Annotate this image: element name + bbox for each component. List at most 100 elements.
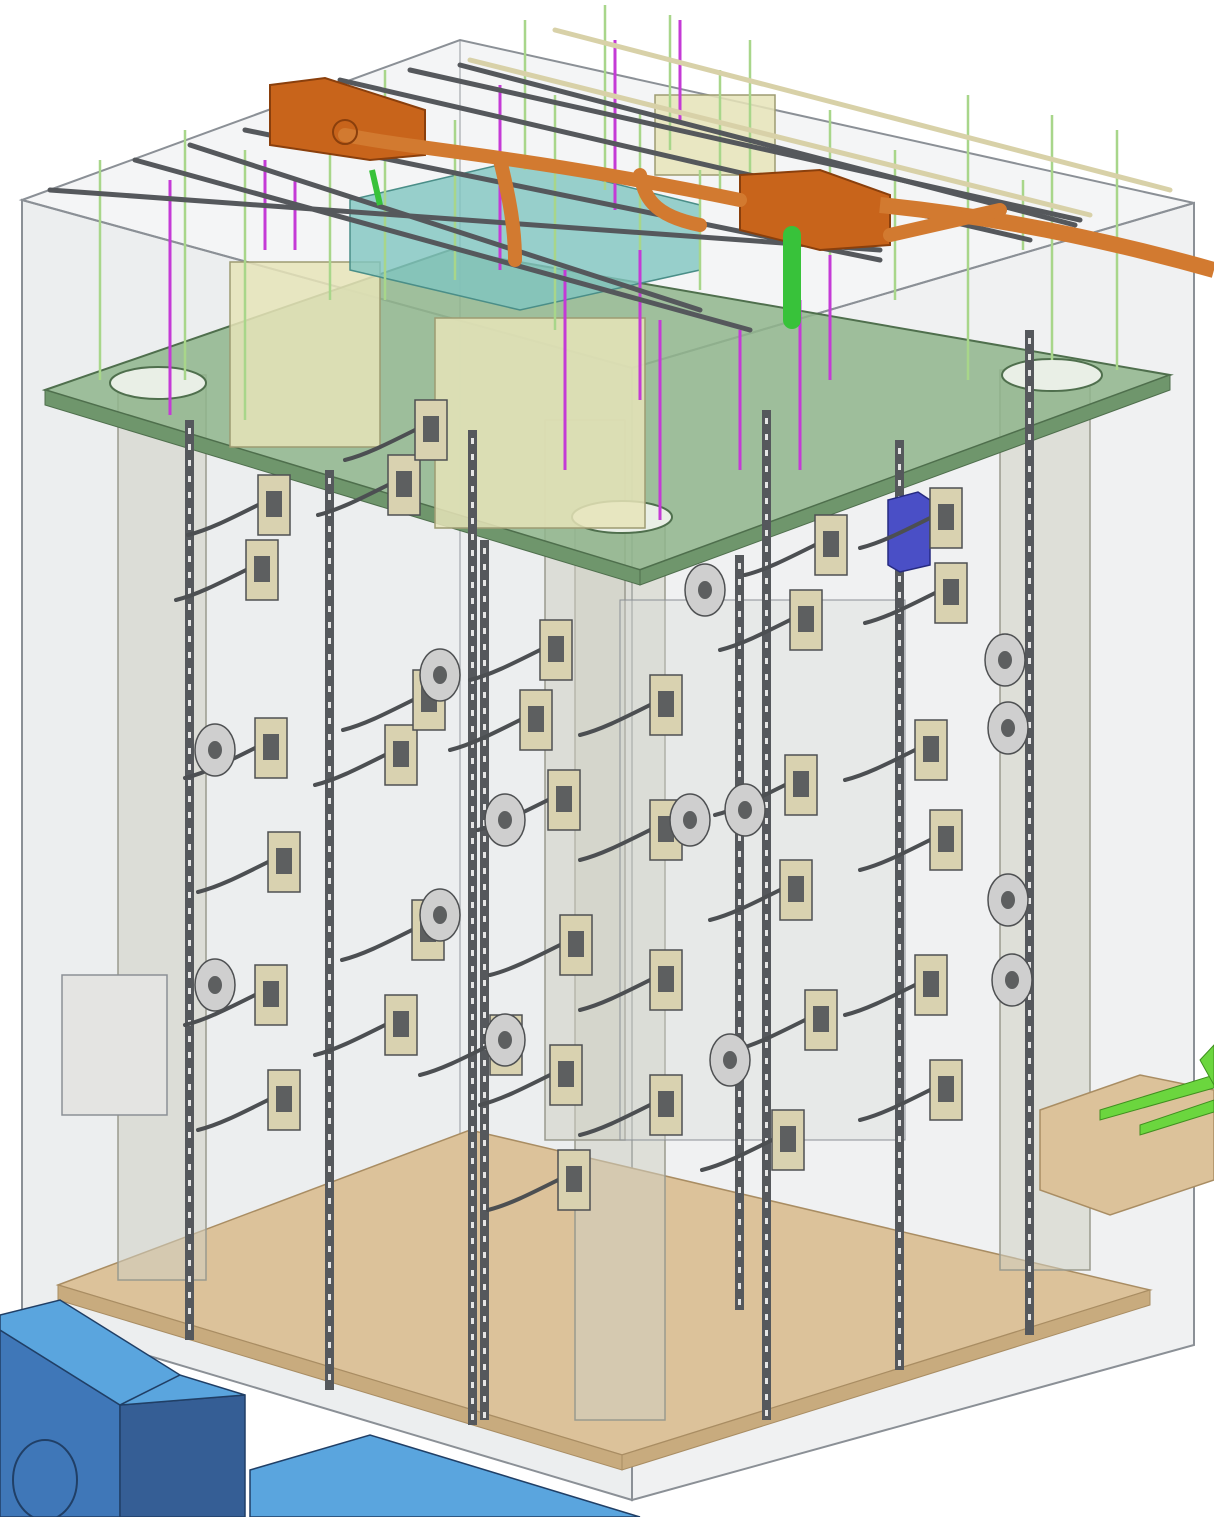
rail-hole xyxy=(1028,674,1031,680)
rail-hole xyxy=(328,750,331,756)
rail-hole xyxy=(1028,530,1031,536)
sensor-cable xyxy=(858,838,932,872)
rail-hole xyxy=(188,988,191,994)
roof-beams xyxy=(47,27,1173,333)
pallet-fork-2 xyxy=(1139,1099,1214,1136)
sensor-fan-5 xyxy=(987,701,1029,755)
sensor-core xyxy=(938,504,954,530)
rail-hole xyxy=(188,524,191,530)
vertical-rails xyxy=(185,330,1034,1425)
rail-hole xyxy=(738,611,741,617)
rail-hole xyxy=(898,1184,901,1190)
rail-hole xyxy=(328,590,331,596)
rail-hole xyxy=(765,930,768,936)
rail-hole xyxy=(483,788,486,794)
sensor-module-17 xyxy=(486,1149,591,1212)
rail-hole xyxy=(471,710,474,716)
sensor-module-23 xyxy=(578,1074,683,1137)
rail-hole xyxy=(1028,642,1031,648)
rail-hole xyxy=(328,990,331,996)
rail-hole xyxy=(1028,898,1031,904)
rail-hole xyxy=(898,736,901,742)
sensor-cable xyxy=(478,1073,552,1107)
blue-box-front xyxy=(887,491,931,573)
sensor-module-7 xyxy=(316,454,421,517)
duct-pipe-main xyxy=(338,128,747,207)
rail-hole xyxy=(1028,850,1031,856)
pallet-fork-1 xyxy=(1099,1074,1214,1121)
rail-hole xyxy=(471,1094,474,1100)
rail-hole xyxy=(765,1106,768,1112)
rail-hole xyxy=(471,1302,474,1308)
rail-hole xyxy=(1028,1090,1031,1096)
rail-hole xyxy=(471,1158,474,1164)
sensor-fan-12 xyxy=(419,648,461,702)
rail-hole xyxy=(765,962,768,968)
sensor-core xyxy=(266,491,282,517)
sensor-fan-7 xyxy=(991,953,1033,1007)
sensor-core xyxy=(658,1091,674,1117)
rail-hole xyxy=(188,652,191,658)
sensor-cable xyxy=(708,888,782,922)
rail-hole xyxy=(483,1060,486,1066)
rail-hole xyxy=(738,1091,741,1097)
rail-hole xyxy=(471,1366,474,1372)
rail-hole xyxy=(1028,818,1031,824)
fan-hub xyxy=(1001,719,1015,737)
rail-hole xyxy=(328,654,331,660)
rail-hole xyxy=(738,771,741,777)
rail-hole xyxy=(765,802,768,808)
rail-hole xyxy=(765,1010,768,1016)
sensor-cable xyxy=(843,748,917,782)
rail-hole xyxy=(765,626,768,632)
rail-hole xyxy=(765,1410,768,1416)
rail-hole xyxy=(765,1122,768,1128)
rail-hole xyxy=(1028,994,1031,1000)
sensor-core xyxy=(528,706,544,732)
rail-hole xyxy=(471,902,474,908)
rail-hole xyxy=(765,1378,768,1384)
rail-hole xyxy=(898,1088,901,1094)
rail-hole xyxy=(483,932,486,938)
pallet-truck xyxy=(1039,1044,1214,1216)
rail-bar xyxy=(895,440,904,1370)
fan-hub xyxy=(738,801,752,819)
blue-block-lower xyxy=(249,1434,641,1517)
rail-hole xyxy=(471,838,474,844)
rail-hole xyxy=(328,574,331,580)
rail-hole xyxy=(765,1266,768,1272)
rail-hole xyxy=(765,1394,768,1400)
sensor-fan-14 xyxy=(194,958,236,1012)
rail-hole xyxy=(898,944,901,950)
rail-hole xyxy=(738,867,741,873)
sensor-cable xyxy=(843,983,917,1017)
sensor-fan-1 xyxy=(194,723,236,777)
sensor-core xyxy=(823,531,839,557)
sensor-fan-8 xyxy=(709,1033,751,1087)
rail-hole xyxy=(765,1298,768,1304)
rail-hole xyxy=(898,1056,901,1062)
sensor-core xyxy=(393,1011,409,1037)
rail-hole xyxy=(738,627,741,633)
sensor-cable xyxy=(196,860,270,894)
sensor-cable xyxy=(718,618,792,652)
rail-hole xyxy=(738,899,741,905)
rail-hole xyxy=(188,812,191,818)
rail-hole xyxy=(1028,1314,1031,1320)
rail-hole xyxy=(471,454,474,460)
pallet-handle xyxy=(1199,1044,1214,1087)
rail-hole xyxy=(483,1332,486,1338)
rail-hole xyxy=(898,1040,901,1046)
duct xyxy=(269,76,1214,278)
wall-box xyxy=(61,974,168,1116)
rail-1 xyxy=(185,420,194,1340)
sensor-core xyxy=(556,786,572,812)
rail-hole xyxy=(188,460,191,466)
rail-hole xyxy=(738,1283,741,1289)
rail-hole xyxy=(765,946,768,952)
rail-hole xyxy=(738,835,741,841)
rail-hole xyxy=(483,596,486,602)
rail-hole xyxy=(1028,1074,1031,1080)
sensor-fan-13 xyxy=(419,888,461,942)
rail-hole xyxy=(1028,1010,1031,1016)
